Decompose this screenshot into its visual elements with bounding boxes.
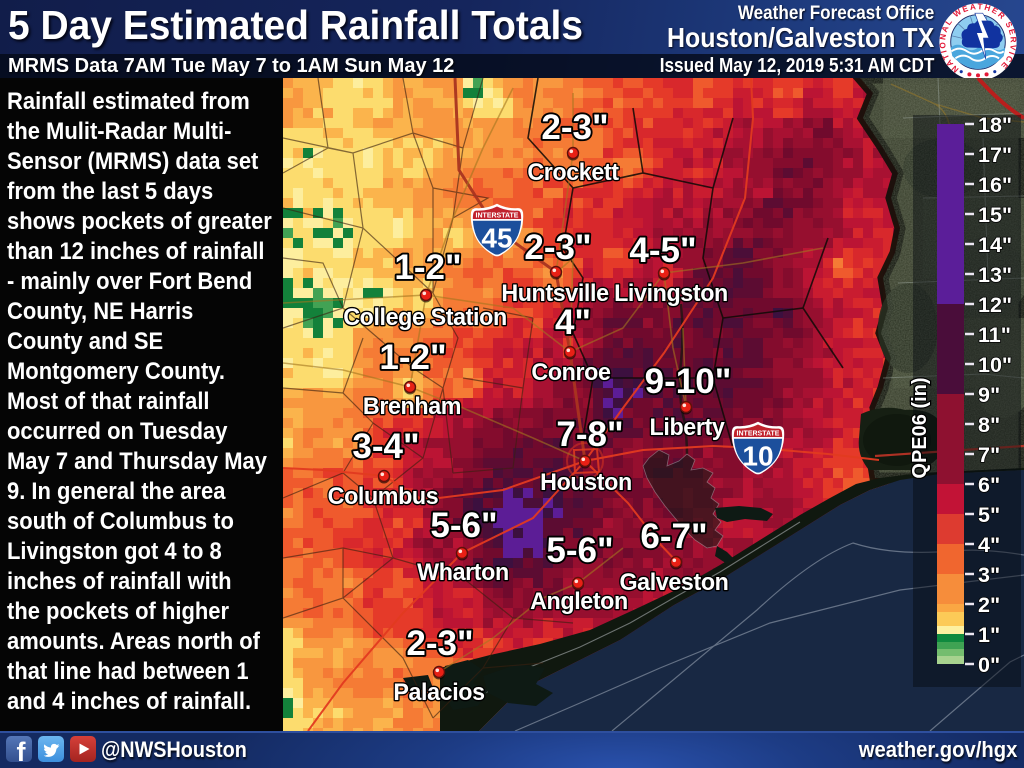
svg-text:12": 12" <box>978 293 1012 317</box>
svg-text:2": 2" <box>978 593 1000 617</box>
svg-text:1-2": 1-2" <box>394 248 461 287</box>
svg-text:2-3": 2-3" <box>406 624 473 663</box>
svg-text:Livingston: Livingston <box>614 279 728 307</box>
svg-text:3": 3" <box>978 563 1000 587</box>
svg-text:4-5": 4-5" <box>629 231 696 270</box>
svg-text:18": 18" <box>978 113 1012 137</box>
svg-text:9-10": 9-10" <box>645 362 732 401</box>
svg-text:Columbus: Columbus <box>328 482 439 510</box>
svg-text:Liberty: Liberty <box>650 413 726 441</box>
svg-text:Galveston: Galveston <box>619 568 728 596</box>
svg-text:INTERSTATE: INTERSTATE <box>476 212 519 219</box>
svg-text:Wharton: Wharton <box>417 558 509 586</box>
svg-text:45: 45 <box>481 223 512 254</box>
svg-text:Brenham: Brenham <box>363 392 461 420</box>
svg-text:Angleton: Angleton <box>530 587 628 615</box>
svg-text:13": 13" <box>978 263 1012 287</box>
svg-text:Crockett: Crockett <box>527 158 619 186</box>
svg-text:2-3": 2-3" <box>524 228 591 267</box>
svg-text:College Station: College Station <box>343 303 507 331</box>
svg-text:10": 10" <box>978 353 1012 377</box>
svg-text:11": 11" <box>978 323 1011 347</box>
svg-text:4": 4" <box>978 533 1000 557</box>
svg-text:f: f <box>17 737 27 763</box>
svg-text:Palacios: Palacios <box>393 678 484 706</box>
svg-text:15": 15" <box>978 203 1012 227</box>
svg-text:5-6": 5-6" <box>546 531 613 570</box>
svg-text:1-2": 1-2" <box>379 338 446 377</box>
svg-text:10: 10 <box>742 441 773 472</box>
svg-text:2-3": 2-3" <box>541 108 608 147</box>
svg-text:5": 5" <box>978 503 1000 527</box>
svg-text:1": 1" <box>978 623 1000 647</box>
svg-text:INTERSTATE: INTERSTATE <box>737 430 780 437</box>
svg-text:Houston: Houston <box>540 468 632 496</box>
svg-text:17": 17" <box>978 143 1012 167</box>
svg-text:9": 9" <box>978 383 1000 407</box>
svg-text:0": 0" <box>978 653 1000 677</box>
svg-text:QPE06 (in): QPE06 (in) <box>909 377 931 478</box>
svg-text:6-7": 6-7" <box>640 517 707 556</box>
svg-text:5-6": 5-6" <box>430 506 497 545</box>
svg-text:8": 8" <box>978 413 1000 437</box>
svg-text:4": 4" <box>555 303 591 342</box>
svg-text:14": 14" <box>978 233 1012 257</box>
svg-text:6": 6" <box>978 473 1000 497</box>
svg-text:3-4": 3-4" <box>352 427 419 466</box>
svg-text:Conroe: Conroe <box>531 358 610 386</box>
svg-text:7": 7" <box>978 443 1000 467</box>
svg-text:16": 16" <box>978 173 1012 197</box>
svg-text:7-8": 7-8" <box>556 415 623 454</box>
svg-text:Huntsville: Huntsville <box>501 279 608 307</box>
